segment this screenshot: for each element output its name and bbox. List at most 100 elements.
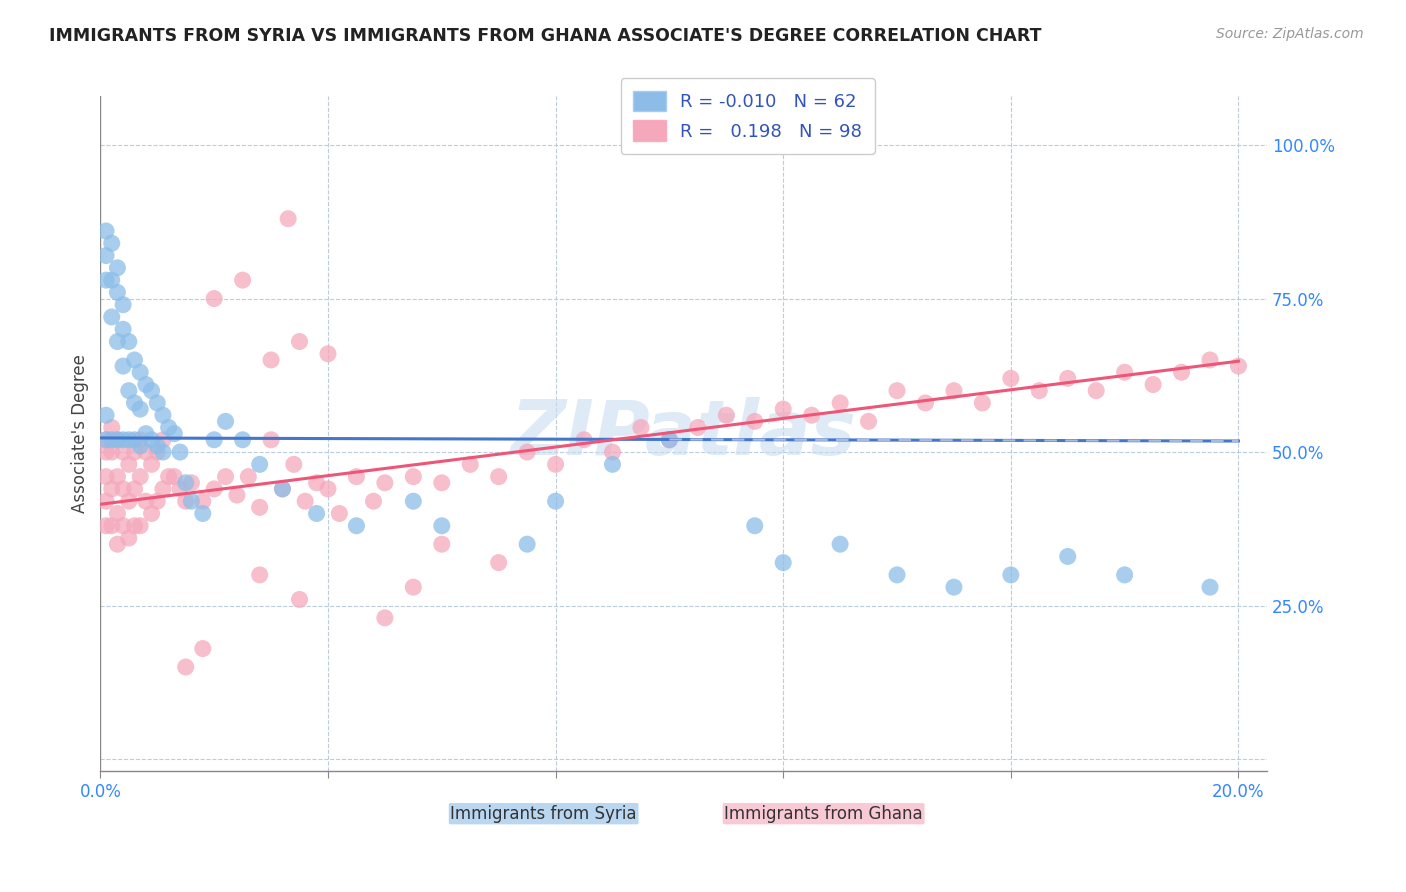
Point <box>402 469 425 483</box>
Point <box>100 482 122 496</box>
Point <box>316 482 339 496</box>
Point <box>174 494 197 508</box>
Point <box>152 408 174 422</box>
Point <box>107 334 129 349</box>
Point <box>942 384 965 398</box>
Point <box>174 475 197 490</box>
Point <box>830 537 852 551</box>
Point <box>516 445 538 459</box>
Point <box>141 458 163 472</box>
Point <box>100 420 122 434</box>
Point <box>277 211 299 226</box>
Point <box>402 580 425 594</box>
Point <box>1114 567 1136 582</box>
Point <box>305 475 328 490</box>
Point <box>100 518 122 533</box>
Point <box>602 445 624 459</box>
Point <box>152 433 174 447</box>
Point <box>94 433 117 447</box>
Point <box>630 420 652 434</box>
Point <box>232 433 254 447</box>
Point <box>112 482 135 496</box>
Point <box>107 433 129 447</box>
Point <box>1114 365 1136 379</box>
Point <box>112 359 135 373</box>
Point <box>100 433 122 447</box>
Point <box>772 402 794 417</box>
Point <box>129 518 152 533</box>
Point <box>180 475 202 490</box>
Point <box>288 334 311 349</box>
Legend: R = -0.010   N = 62, R =   0.198   N = 98: R = -0.010 N = 62, R = 0.198 N = 98 <box>620 78 875 154</box>
Point <box>226 488 249 502</box>
Point <box>830 396 852 410</box>
Point <box>112 322 135 336</box>
Point <box>1000 371 1022 385</box>
Point <box>544 458 567 472</box>
Point <box>146 494 169 508</box>
Point <box>146 439 169 453</box>
Text: Immigrants from Syria: Immigrants from Syria <box>450 805 637 822</box>
Point <box>169 482 191 496</box>
Point <box>800 408 823 422</box>
Point <box>118 334 141 349</box>
Point <box>232 273 254 287</box>
Point <box>249 500 271 515</box>
Point <box>191 507 214 521</box>
Point <box>129 469 152 483</box>
Point <box>772 556 794 570</box>
Point <box>402 494 425 508</box>
Point <box>146 445 169 459</box>
Point <box>430 475 453 490</box>
Point <box>363 494 385 508</box>
Point <box>124 445 146 459</box>
Point <box>141 433 163 447</box>
Point <box>94 433 117 447</box>
Point <box>346 518 368 533</box>
Point <box>271 482 294 496</box>
Point <box>94 248 117 262</box>
Point <box>94 494 117 508</box>
Point <box>305 507 328 521</box>
Point <box>488 469 510 483</box>
Point <box>260 433 283 447</box>
Point <box>100 273 122 287</box>
Point <box>214 414 236 428</box>
Point <box>249 567 271 582</box>
Point <box>157 469 180 483</box>
Point <box>1227 359 1250 373</box>
Point <box>112 433 135 447</box>
Point <box>94 224 117 238</box>
Point <box>107 469 129 483</box>
Point <box>129 402 152 417</box>
Point <box>124 353 146 368</box>
Point <box>430 537 453 551</box>
Point <box>374 475 396 490</box>
Point <box>1199 580 1222 594</box>
Point <box>169 445 191 459</box>
Point <box>914 396 936 410</box>
Point <box>1085 384 1108 398</box>
Point <box>202 482 225 496</box>
Point <box>107 507 129 521</box>
Point <box>191 641 214 656</box>
Point <box>141 384 163 398</box>
Point <box>129 433 152 447</box>
Point <box>346 469 368 483</box>
Point <box>288 592 311 607</box>
Point <box>129 439 152 453</box>
Text: Immigrants from Ghana: Immigrants from Ghana <box>724 805 922 822</box>
Point <box>1170 365 1192 379</box>
Text: IMMIGRANTS FROM SYRIA VS IMMIGRANTS FROM GHANA ASSOCIATE'S DEGREE CORRELATION CH: IMMIGRANTS FROM SYRIA VS IMMIGRANTS FROM… <box>49 27 1042 45</box>
Point <box>260 353 283 368</box>
Point <box>163 469 186 483</box>
Point <box>1000 567 1022 582</box>
Point <box>124 518 146 533</box>
Point <box>658 433 681 447</box>
Point <box>152 482 174 496</box>
Point <box>744 518 766 533</box>
Point <box>174 660 197 674</box>
Point <box>100 310 122 324</box>
Point <box>124 433 146 447</box>
Point <box>112 445 135 459</box>
